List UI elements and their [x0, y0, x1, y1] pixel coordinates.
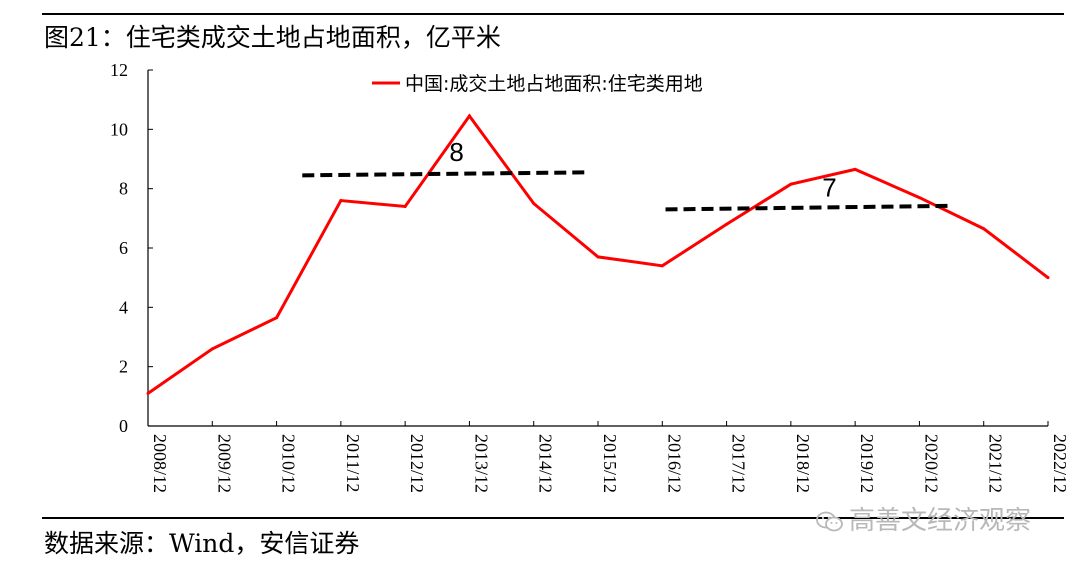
annotation-label: 8: [449, 137, 463, 167]
watermark: 高善文经济观察: [815, 500, 1031, 537]
x-tick-label: 2019/12: [857, 434, 877, 493]
top-rule: [42, 13, 1064, 15]
x-tick-label: 2014/12: [536, 434, 556, 493]
y-tick-label: 8: [119, 179, 128, 199]
y-tick-label: 0: [119, 416, 128, 436]
x-tick-label: 2021/12: [986, 434, 1006, 493]
x-tick-label: 2009/12: [214, 434, 234, 493]
trend-line: [302, 170, 589, 178]
bottom-rule: [42, 517, 1064, 519]
data-point: [982, 227, 986, 231]
x-tick-label: 2012/12: [407, 434, 427, 493]
data-point: [339, 199, 343, 203]
data-point: [660, 264, 664, 268]
x-tick-label: 2010/12: [279, 434, 299, 493]
line-chart: 0 2 4 6 8 10 12 2008/12 2009/12 2010/12 2011/12 201…: [110, 60, 1070, 493]
x-tick-label: 2018/12: [793, 434, 813, 493]
annotation-label: 7: [822, 173, 836, 203]
y-tick-label: 4: [119, 297, 128, 317]
data-point: [725, 222, 729, 226]
x-tick-label: 2022/12: [1050, 434, 1070, 493]
series-line: [147, 113, 1049, 395]
data-point: [146, 391, 150, 395]
data-point: [532, 202, 536, 205]
x-tick-label: 2020/12: [921, 434, 941, 493]
figure-source: 数据来源：Wind，安信证券: [44, 529, 360, 558]
trend-line: [665, 203, 949, 212]
data-point: [210, 347, 214, 351]
x-tick-label: 2015/12: [600, 434, 620, 493]
y-tick-label: 12: [110, 60, 128, 80]
x-tick-label: 2008/12: [150, 434, 170, 493]
data-point: [403, 204, 407, 208]
watermark-text: 高善文经济观察: [849, 506, 1032, 536]
x-tick-label: 2016/12: [664, 434, 684, 493]
x-tick-label: 2013/12: [471, 434, 491, 493]
figure-title: 图21：住宅类成交土地占地面积，亿平米: [44, 23, 501, 52]
y-tick-label: 10: [110, 119, 128, 139]
x-tick-label: 2011/12: [343, 434, 363, 492]
data-point: [467, 114, 471, 118]
y-tick-label: 6: [119, 238, 128, 258]
data-point: [275, 316, 279, 320]
data-point: [1046, 276, 1050, 280]
data-point: [917, 196, 921, 200]
wechat-icon: [815, 510, 845, 534]
data-point: [853, 167, 857, 171]
x-tick-label: 2017/12: [729, 434, 749, 493]
legend-label: 中国:成交土地占地面积:住宅类用地: [405, 73, 703, 95]
data-point: [789, 182, 793, 186]
data-point: [596, 255, 600, 259]
y-tick-label: 2: [119, 357, 128, 377]
